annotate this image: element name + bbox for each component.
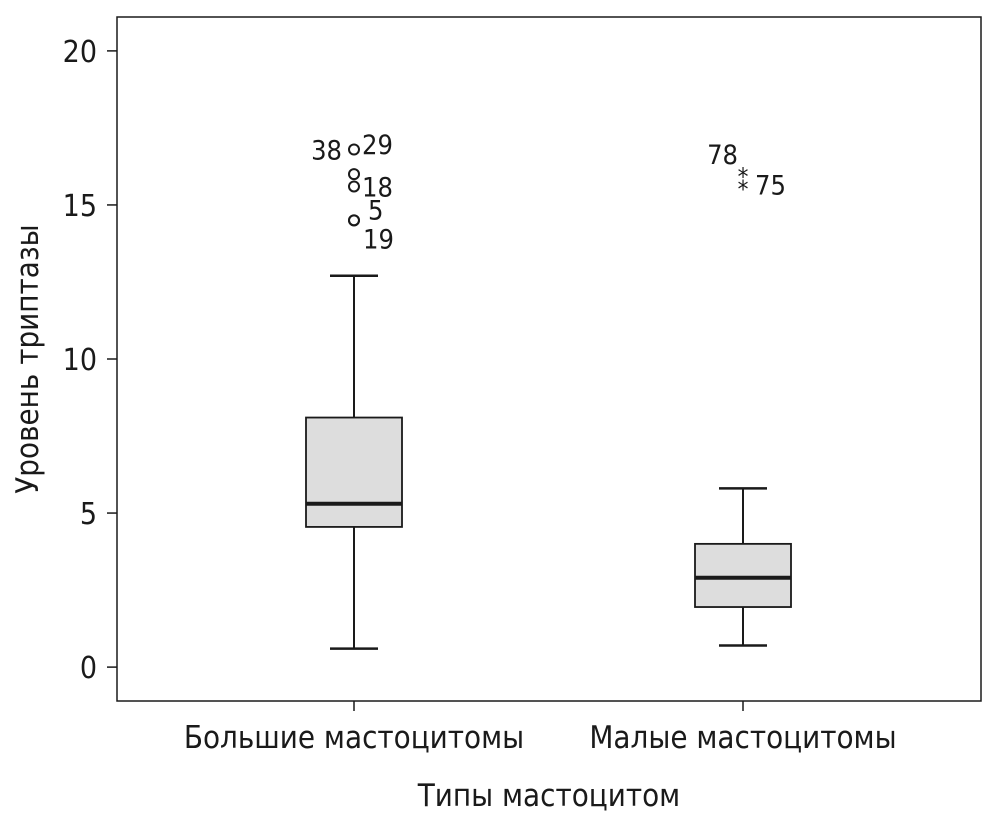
x-tick-label: Малые мастоцитомы xyxy=(589,720,896,756)
extreme-point: * xyxy=(738,175,749,203)
iqr-box xyxy=(305,416,403,528)
outlier-point xyxy=(348,214,360,227)
outlier-label: 38 xyxy=(311,135,342,166)
box-2: *78* 75 xyxy=(694,140,792,647)
x-tick-label: Большие мастоцитомы xyxy=(184,720,524,756)
outlier-point xyxy=(348,168,360,181)
outlier-label: 19 xyxy=(363,224,394,255)
outlier-point xyxy=(348,143,360,156)
y-axis: 0 5 10 15 20 xyxy=(63,35,117,686)
y-tick-label: 20 xyxy=(63,35,97,70)
y-axis-title: Уровень триптазы xyxy=(10,224,46,493)
y-tick-label: 5 xyxy=(80,497,97,532)
x-axis-title: Типы мастоцитом xyxy=(417,778,680,814)
y-tick-label: 0 xyxy=(80,651,97,686)
outlier-label: 18 xyxy=(362,172,393,203)
y-tick-label: 10 xyxy=(63,343,97,378)
x-axis: Большие мастоцитомы Малые мастоцитомы xyxy=(184,701,897,756)
outlier-point xyxy=(348,180,360,193)
iqr-box xyxy=(694,542,792,608)
outlier-label: 78 xyxy=(707,140,738,171)
outlier-label: 75 xyxy=(755,170,786,201)
outlier-label: 5 xyxy=(368,195,383,226)
extreme-point: * xyxy=(738,163,749,191)
outlier-label: 29 xyxy=(362,130,393,161)
y-tick-label: 15 xyxy=(63,189,97,224)
